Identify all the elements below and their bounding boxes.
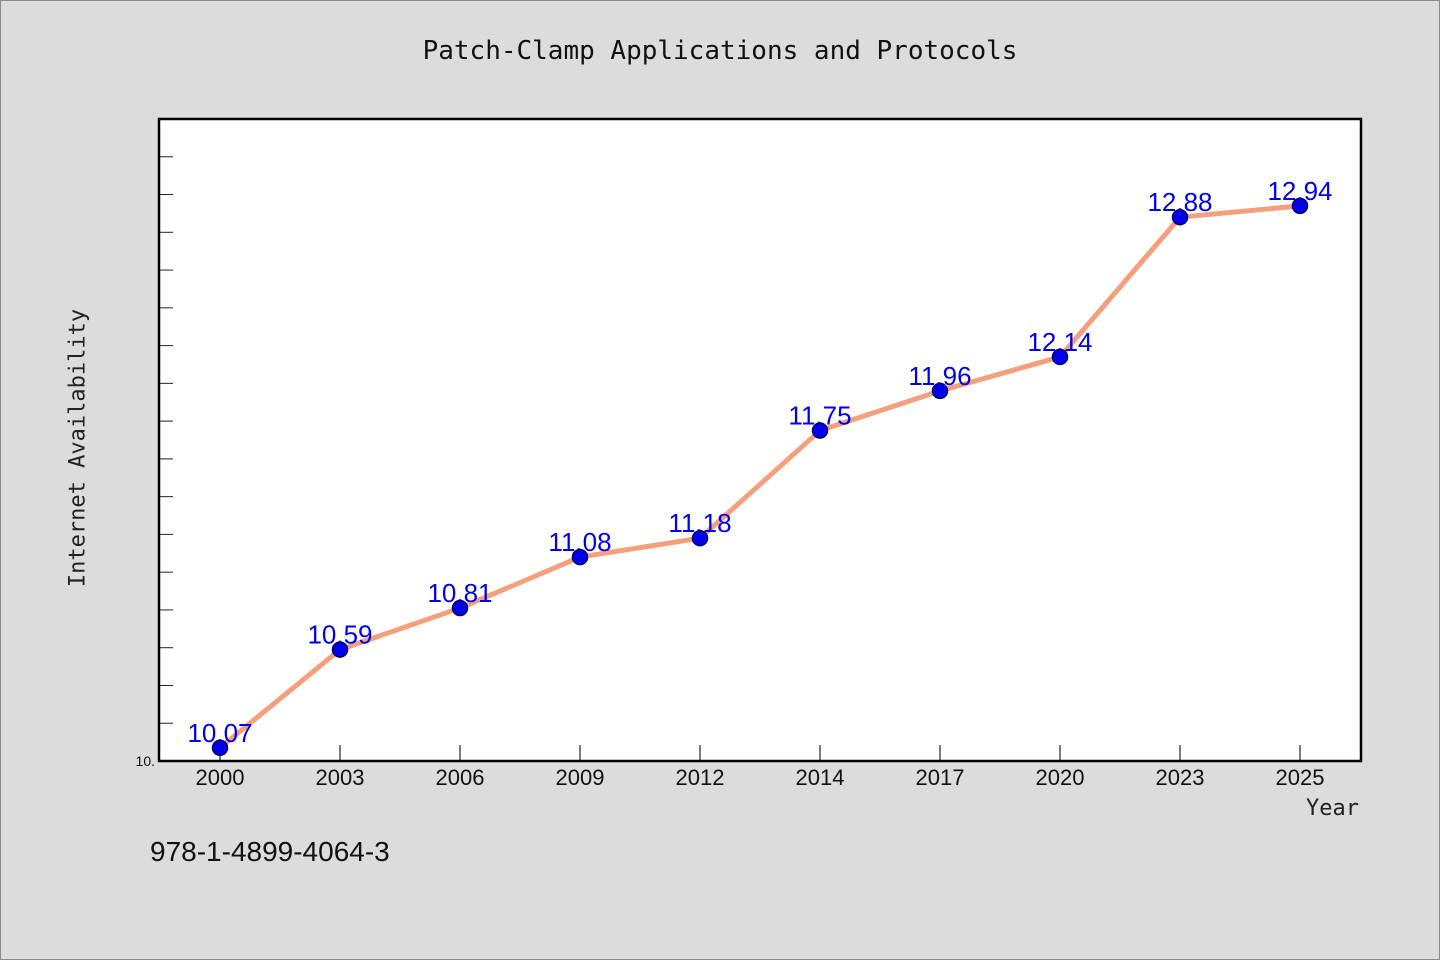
data-point xyxy=(331,641,349,658)
data-point xyxy=(811,422,829,439)
x-tick-label: 2023 xyxy=(1156,765,1205,790)
isbn-text: 978-1-4899-4064-3 xyxy=(150,836,390,867)
x-tick-label: 2006 xyxy=(436,765,485,790)
data-point xyxy=(451,599,469,617)
plot-border xyxy=(157,117,1363,763)
x-tick-label: 2020 xyxy=(1036,765,1085,790)
data-point xyxy=(1171,208,1189,226)
plot-background xyxy=(159,119,1361,761)
x-axis-title: Year xyxy=(1306,796,1359,821)
data-point xyxy=(211,739,229,757)
series-line xyxy=(217,203,1303,751)
x-tick-label: 2000 xyxy=(196,765,245,790)
y-tick-label: 10. xyxy=(136,753,155,769)
x-tick-label: 2003 xyxy=(316,765,365,790)
chart-title: Patch-Clamp Applications and Protocols xyxy=(422,36,1018,66)
x-tick-label: 2017 xyxy=(916,765,965,790)
x-tick-label: 2009 xyxy=(556,765,605,790)
x-tick-label: 2025 xyxy=(1276,765,1325,790)
data-point xyxy=(931,382,949,400)
data-point xyxy=(1051,348,1069,366)
data-point xyxy=(691,529,709,547)
x-tick-label: 2012 xyxy=(676,765,725,790)
data-point xyxy=(571,548,589,566)
data-point xyxy=(1291,197,1309,215)
x-tick-label: 2014 xyxy=(796,765,845,790)
